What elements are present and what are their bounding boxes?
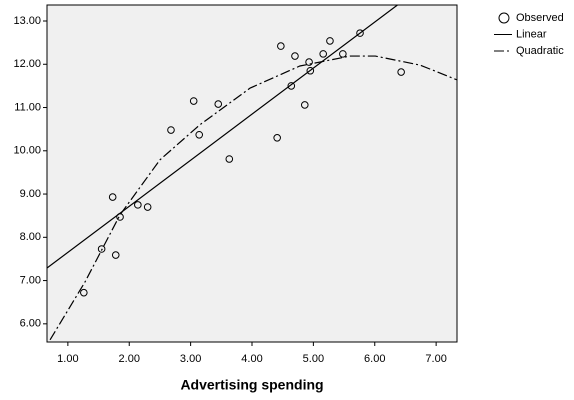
point bbox=[116, 213, 124, 221]
point bbox=[306, 66, 315, 75]
legend-marker bbox=[498, 12, 510, 24]
plot bbox=[47, 5, 457, 341]
point bbox=[291, 52, 299, 60]
legend-label: Observed bbox=[516, 12, 564, 24]
y-tick-label: 11.00 bbox=[14, 101, 41, 113]
y-tick-label: 13.00 bbox=[13, 15, 41, 27]
plot-area bbox=[46, 4, 458, 343]
fit-line bbox=[47, 5, 398, 269]
y-tick-label: 8.00 bbox=[20, 231, 41, 243]
point bbox=[287, 82, 296, 90]
legend-label: Linear bbox=[516, 28, 547, 40]
point bbox=[300, 101, 309, 109]
point bbox=[167, 126, 175, 134]
y-tick-label: 10.00 bbox=[13, 145, 41, 157]
point bbox=[189, 97, 198, 105]
x-tick-label: 4.00 bbox=[241, 353, 262, 365]
fit-line bbox=[49, 55, 457, 341]
point bbox=[143, 203, 152, 211]
point bbox=[214, 100, 223, 108]
y-tick-label: 12.00 bbox=[13, 58, 41, 70]
x-tick-label: 5.00 bbox=[303, 353, 324, 365]
point bbox=[319, 50, 327, 58]
point bbox=[277, 42, 285, 50]
point bbox=[305, 58, 313, 66]
x-tick-label: 3.00 bbox=[180, 353, 201, 365]
point bbox=[195, 130, 204, 139]
point bbox=[111, 251, 120, 259]
point bbox=[339, 50, 347, 58]
y-tick-label: 7.00 bbox=[20, 274, 41, 286]
y-tick-label: 9.00 bbox=[20, 188, 41, 200]
point bbox=[326, 37, 334, 45]
point bbox=[397, 68, 405, 76]
point bbox=[80, 288, 88, 297]
point bbox=[97, 245, 106, 253]
x-tick-label: 6.00 bbox=[364, 353, 385, 365]
point bbox=[108, 193, 117, 201]
point bbox=[356, 29, 364, 37]
legend-label: Quadratic bbox=[516, 45, 564, 57]
y-tick-label: 6.00 bbox=[20, 318, 41, 330]
x-axis-label: Advertising spending bbox=[180, 377, 323, 393]
point bbox=[134, 201, 142, 209]
x-tick-label: 1.00 bbox=[57, 353, 78, 365]
x-tick-label: 2.00 bbox=[119, 353, 140, 365]
x-tick-label: 7.00 bbox=[425, 353, 446, 365]
point bbox=[273, 134, 281, 142]
point bbox=[225, 155, 234, 163]
